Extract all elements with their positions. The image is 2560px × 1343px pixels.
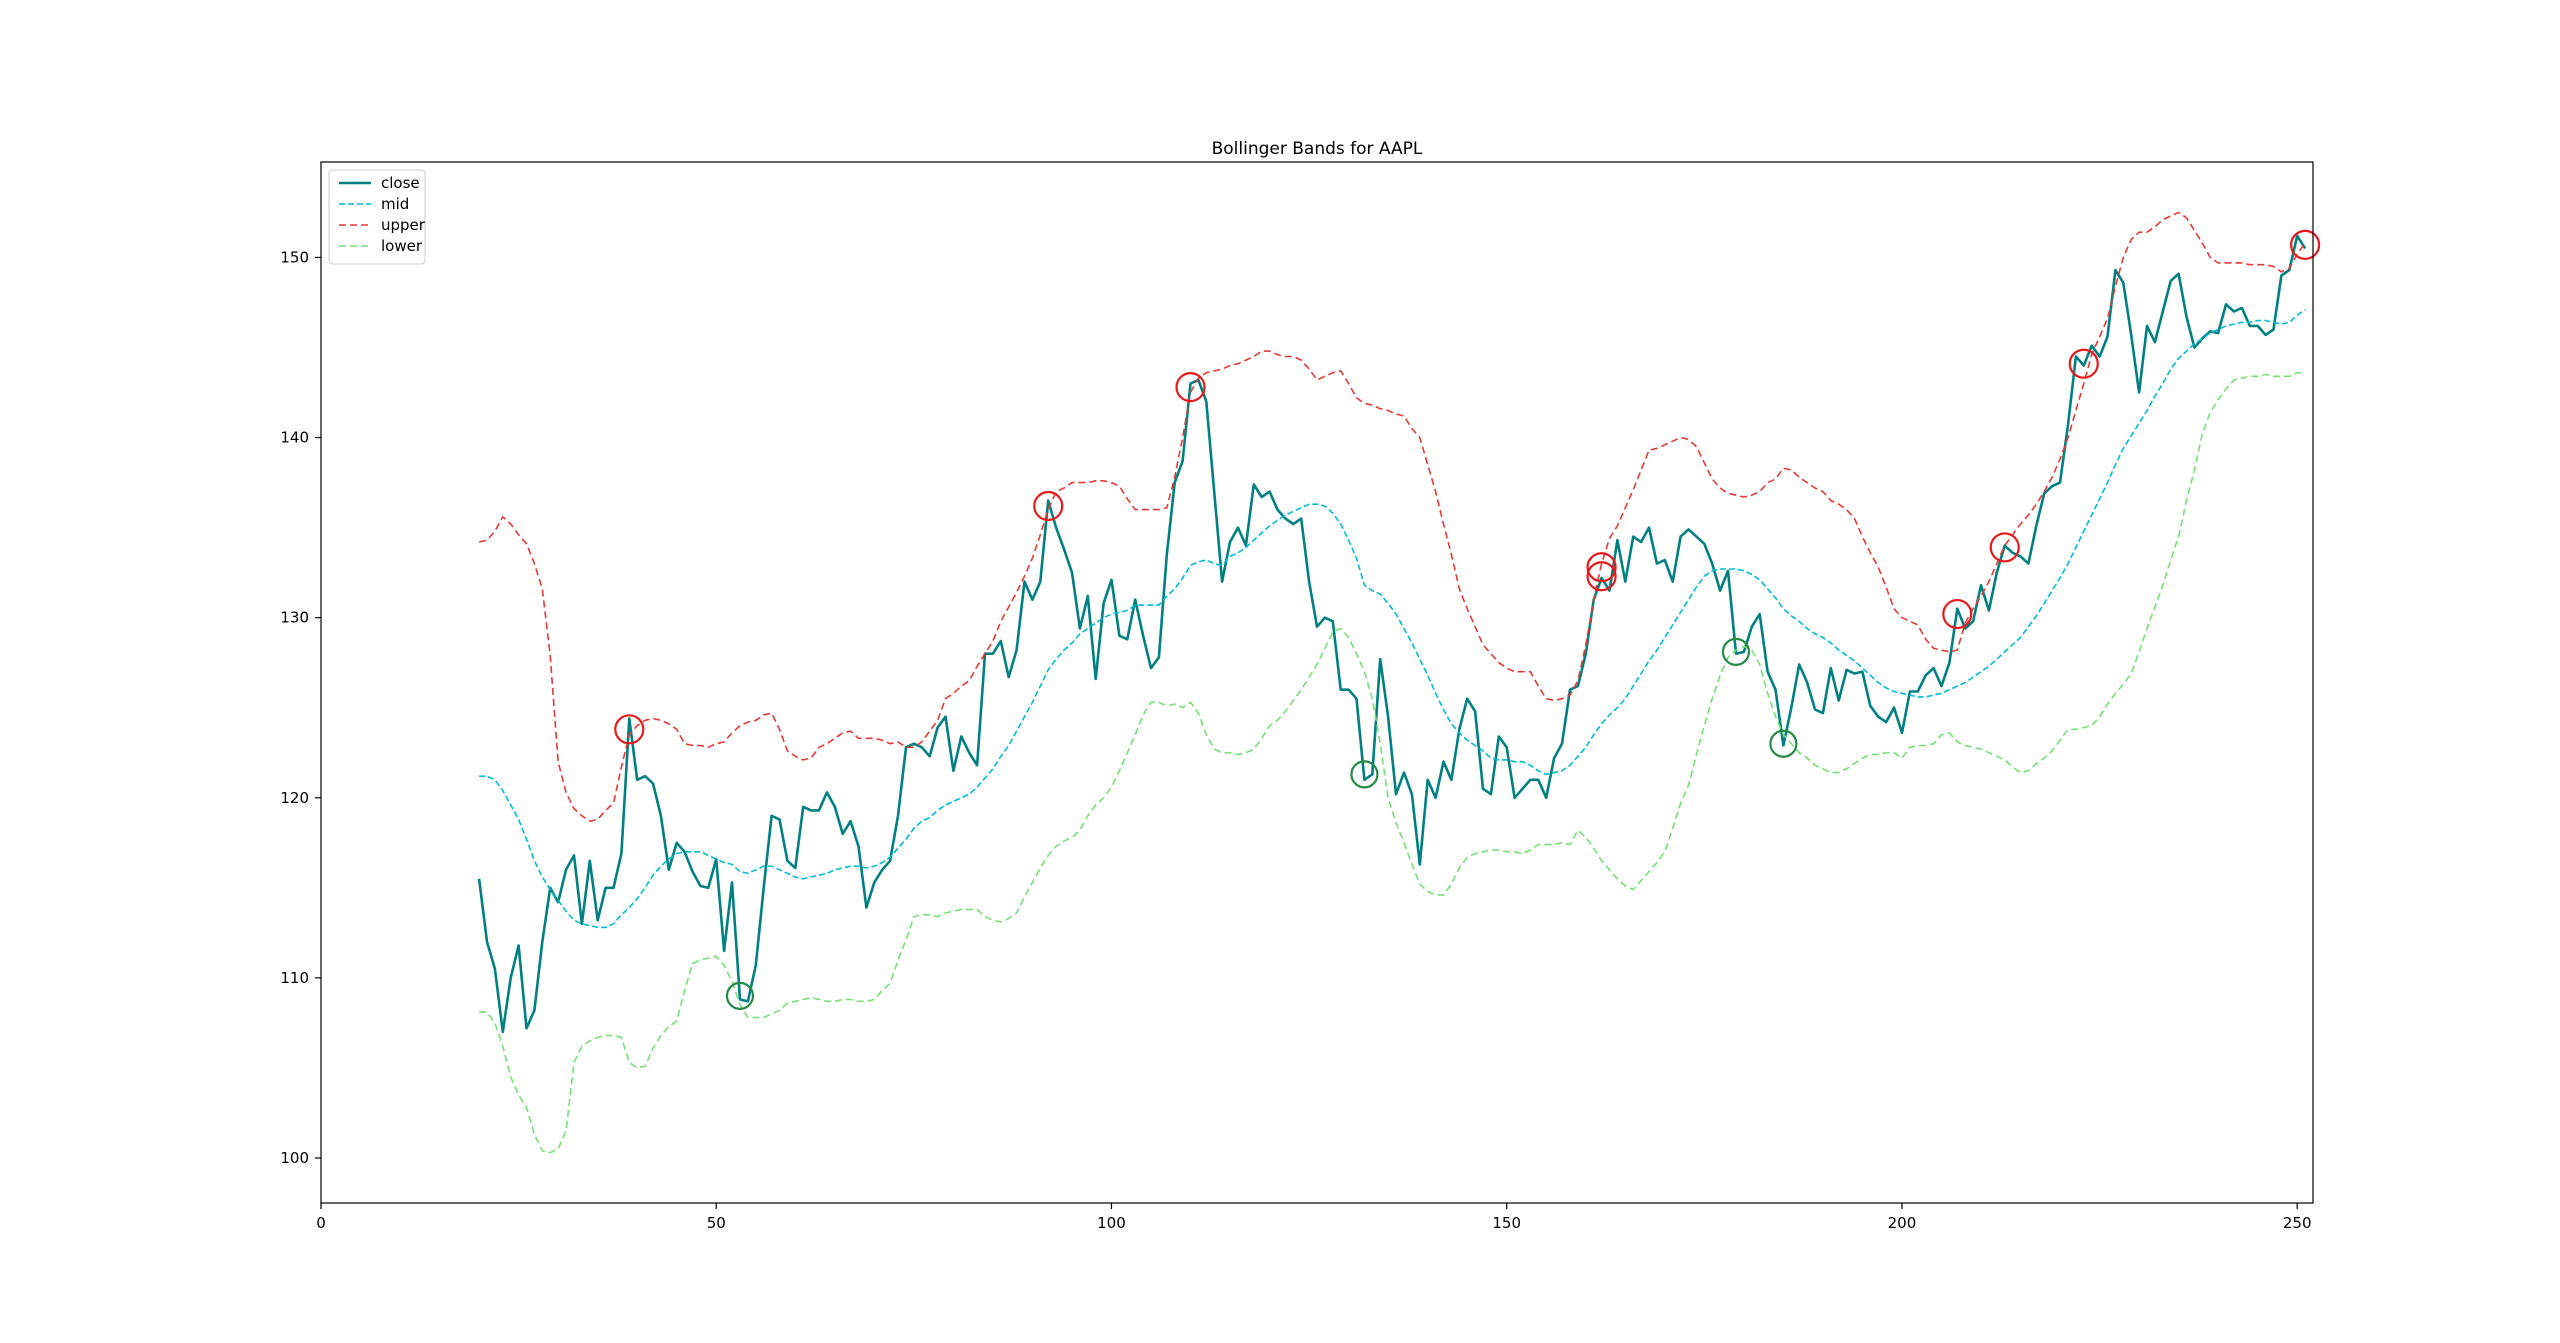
- legend-label-lower: lower: [381, 237, 423, 255]
- legend-label-mid: mid: [381, 195, 409, 213]
- axes-layer: 0 50 100 150 200 250 100 110 120 130 140 150: [280, 248, 2311, 1232]
- upper-touch-marker: [2068, 348, 2099, 379]
- legend: close mid upper lower: [328, 169, 426, 265]
- upper-touch-marker: [1033, 490, 1064, 522]
- series-close-line: [477, 234, 2307, 1034]
- upper-touch-marker: [1175, 372, 1206, 403]
- x-tick-label: 0: [316, 1214, 326, 1232]
- legend-label-close: close: [381, 174, 420, 192]
- x-tick-label: 50: [707, 1214, 726, 1232]
- series-mid-line: [479, 309, 2306, 929]
- lower-touch-marker: [1350, 760, 1379, 789]
- x-tick-label: 200: [1888, 1214, 1917, 1232]
- upper-touch-marker: [2289, 229, 2321, 260]
- legend-box: [328, 169, 426, 265]
- upper-touch-marker: [1586, 552, 1617, 583]
- upper-touch-marker: [1942, 598, 1973, 630]
- series-layer: [477, 211, 2307, 1154]
- series-upper-line: [478, 211, 2306, 822]
- upper-touch-marker: [1989, 532, 2020, 563]
- y-tick-label: 130: [280, 609, 309, 627]
- plot-frame: [320, 161, 2314, 1204]
- y-tick-label: 150: [280, 248, 309, 266]
- x-tick-label: 250: [2283, 1214, 2312, 1232]
- y-tick-label: 110: [280, 969, 309, 987]
- lower-touch-marker: [1721, 637, 1751, 666]
- x-tick-label: 100: [1097, 1214, 1126, 1232]
- y-tick-label: 140: [280, 429, 309, 447]
- lower-touch-marker: [725, 981, 755, 1010]
- y-tick-label: 120: [280, 789, 309, 807]
- y-tick-label: 100: [280, 1149, 309, 1167]
- upper-touch-marker: [1586, 561, 1617, 592]
- lower-touch-marker: [1769, 729, 1798, 758]
- chart-title: Bollinger Bands for AAPL: [1212, 139, 1423, 159]
- series-lower-line: [479, 371, 2306, 1154]
- legend-label-upper: upper: [381, 216, 426, 234]
- upper-touch-marker: [614, 714, 645, 745]
- marker-layer: [614, 229, 2321, 1010]
- x-tick-label: 150: [1492, 1214, 1521, 1232]
